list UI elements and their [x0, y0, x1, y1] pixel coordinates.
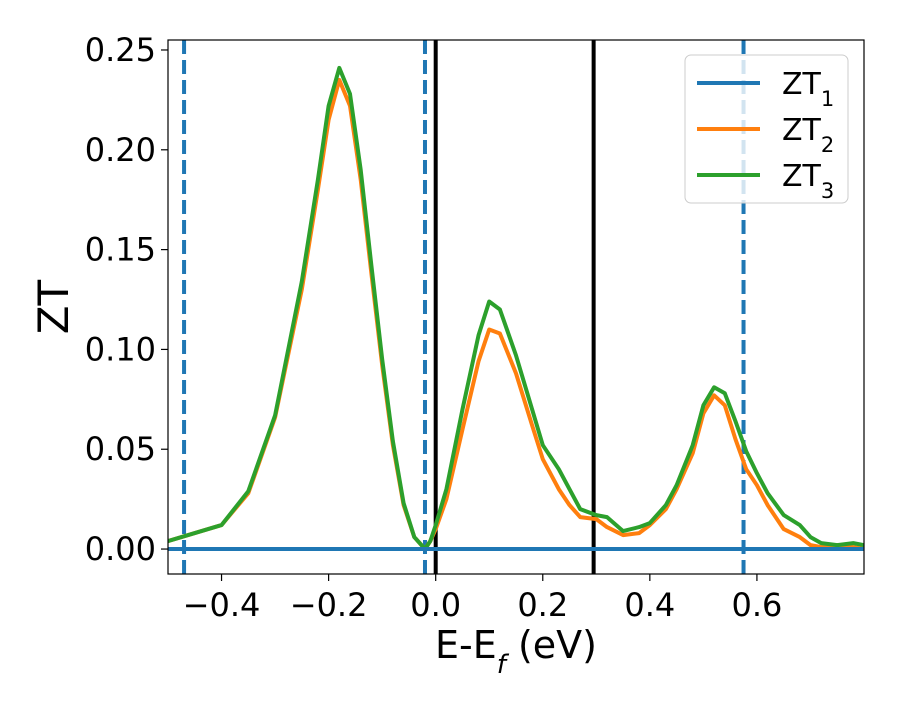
plot-frame: [167, 39, 865, 575]
series-line-zt2: [168, 77, 864, 551]
y-axis-ticks: 0.00 0.05 0.10 0.15 0.20 0.25: [85, 31, 168, 568]
x-tick-label: −0.4: [183, 586, 261, 624]
legend-box: [684, 54, 849, 204]
y-tick-label: 0.00: [85, 530, 156, 568]
series-group: [168, 65, 864, 551]
series-line-zt3: [168, 65, 864, 551]
y-tick-label: 0.15: [85, 231, 156, 269]
x-tick-label: 0.6: [731, 586, 782, 624]
y-tick-label: 0.25: [85, 31, 156, 69]
x-tick-label: −0.2: [290, 586, 368, 624]
x-tick-label: 0.4: [624, 586, 675, 624]
x-tick-label: 0.2: [517, 586, 568, 624]
x-tick-label: 0.0: [410, 586, 461, 624]
y-tick-label: 0.10: [85, 330, 156, 368]
y-tick-label: 0.20: [85, 131, 156, 169]
y-axis-label: ZT: [29, 279, 78, 334]
reference-lines: [182, 40, 746, 574]
x-axis-label: E-Ef (eV): [435, 623, 597, 680]
y-tick-label: 0.05: [85, 430, 156, 468]
legend-label-zt2: ZT2: [782, 113, 834, 157]
x-axis-ticks: −0.4 −0.2 0.0 0.2 0.4 0.6: [183, 574, 782, 624]
legend-label-zt1: ZT1: [782, 67, 834, 111]
legend-label-zt3: ZT3: [782, 159, 834, 203]
